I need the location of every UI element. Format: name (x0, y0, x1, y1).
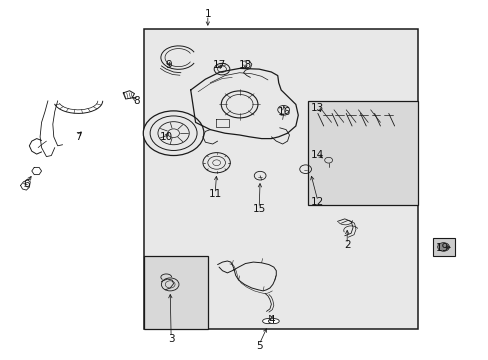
Text: 7: 7 (75, 132, 81, 142)
Text: 8: 8 (133, 96, 140, 106)
Circle shape (143, 111, 203, 156)
Text: 15: 15 (252, 204, 265, 214)
Ellipse shape (268, 319, 279, 324)
Text: 4: 4 (267, 315, 274, 325)
Bar (144, 29, 417, 329)
Text: 12: 12 (310, 197, 324, 207)
Text: 16: 16 (277, 107, 291, 117)
Text: 6: 6 (23, 179, 30, 189)
Text: 13: 13 (310, 103, 324, 113)
Bar (307, 101, 417, 205)
Text: 3: 3 (167, 334, 174, 344)
Bar (432, 238, 454, 256)
Text: 1: 1 (204, 9, 211, 19)
Text: 2: 2 (343, 240, 350, 250)
Text: 19: 19 (435, 243, 448, 253)
Bar (144, 256, 207, 329)
Text: 17: 17 (212, 60, 225, 70)
Circle shape (161, 278, 179, 291)
Text: 11: 11 (208, 189, 222, 199)
Circle shape (437, 243, 448, 251)
Text: 9: 9 (165, 60, 172, 70)
Text: 18: 18 (238, 60, 252, 70)
Text: 5: 5 (255, 341, 262, 351)
Text: 10: 10 (160, 132, 172, 142)
Circle shape (203, 153, 230, 173)
Ellipse shape (262, 319, 273, 324)
Text: 14: 14 (310, 150, 324, 160)
